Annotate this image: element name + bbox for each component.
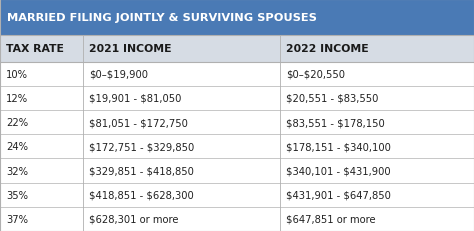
Bar [0, 86, 474, 111]
Bar [0, 111, 474, 135]
Text: \$329,851 - \$418,850: \$329,851 - \$418,850 [89, 166, 194, 176]
Text: \$20,551 - \$83,550: \$20,551 - \$83,550 [286, 94, 378, 103]
Text: \$647,851 or more: \$647,851 or more [286, 214, 375, 224]
Text: \$431,901 - \$647,850: \$431,901 - \$647,850 [286, 190, 391, 200]
Bar [0, 135, 474, 159]
Text: \$178,151 - \$340,100: \$178,151 - \$340,100 [286, 142, 391, 152]
Text: \$172,751 - \$329,850: \$172,751 - \$329,850 [89, 142, 194, 152]
Text: MARRIED FILING JOINTLY & SURVIVING SPOUSES: MARRIED FILING JOINTLY & SURVIVING SPOUS… [7, 13, 317, 23]
Text: 10%: 10% [6, 70, 28, 79]
Text: 2022 INCOME: 2022 INCOME [286, 44, 368, 54]
Text: 24%: 24% [6, 142, 28, 152]
Bar [0, 0, 474, 36]
Text: 35%: 35% [6, 190, 28, 200]
Bar [0, 36, 474, 62]
Bar [0, 183, 474, 207]
Text: \$340,101 - \$431,900: \$340,101 - \$431,900 [286, 166, 391, 176]
Text: 37%: 37% [6, 214, 28, 224]
Text: \$0–\$20,550: \$0–\$20,550 [286, 70, 345, 79]
Text: 12%: 12% [6, 94, 28, 103]
Text: \$81,051 - \$172,750: \$81,051 - \$172,750 [89, 118, 188, 128]
Bar [0, 62, 474, 86]
Text: \$628,301 or more: \$628,301 or more [89, 214, 179, 224]
Text: \$19,901 - \$81,050: \$19,901 - \$81,050 [89, 94, 182, 103]
Text: \$83,551 - \$178,150: \$83,551 - \$178,150 [286, 118, 384, 128]
Text: 22%: 22% [6, 118, 28, 128]
Text: 2021 INCOME: 2021 INCOME [89, 44, 172, 54]
Bar [0, 207, 474, 231]
Text: \$418,851 - \$628,300: \$418,851 - \$628,300 [89, 190, 194, 200]
Bar [0, 159, 474, 183]
Text: 32%: 32% [6, 166, 28, 176]
Text: TAX RATE: TAX RATE [6, 44, 64, 54]
Text: \$0–\$19,900: \$0–\$19,900 [89, 70, 148, 79]
